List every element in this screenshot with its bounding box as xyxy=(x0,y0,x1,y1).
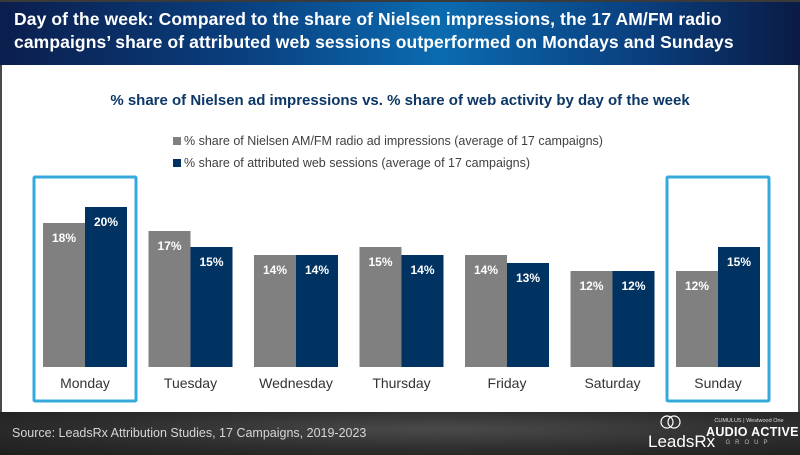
bar-web-sessions-saturday xyxy=(612,271,655,367)
bar-impressions-wednesday xyxy=(254,255,296,367)
bar-web-sessions-friday xyxy=(507,263,549,367)
slide-footer: Source: LeadsRx Attribution Studies, 17 … xyxy=(0,412,800,455)
slide-title: Day of the week: Compared to the share o… xyxy=(14,9,734,52)
legend-item-web-sessions: % share of attributed web sessions (aver… xyxy=(173,156,530,170)
data-label-impressions-monday: 18% xyxy=(52,231,76,245)
data-label-web-sessions-wednesday: 14% xyxy=(305,263,329,277)
data-label-web-sessions-monday: 20% xyxy=(94,215,118,229)
bar-web-sessions-tuesday xyxy=(190,247,233,367)
slide-header: Day of the week: Compared to the share o… xyxy=(0,0,800,65)
aag-logo-top: CUMULUS | Westwood One xyxy=(714,418,784,424)
data-label-web-sessions-friday: 13% xyxy=(516,271,540,285)
data-label-impressions-wednesday: 14% xyxy=(263,263,287,277)
bar-impressions-thursday xyxy=(359,247,402,367)
highlight-box-monday xyxy=(32,175,138,403)
legend-label-web-sessions: % share of attributed web sessions (aver… xyxy=(184,156,531,170)
leadsrx-rings-icon xyxy=(660,415,681,429)
data-label-impressions-thursday: 15% xyxy=(368,255,392,269)
category-label-sunday: Sunday xyxy=(694,375,741,391)
category-label-wednesday: Wednesday xyxy=(259,375,333,391)
bar-impressions-sunday xyxy=(676,271,718,367)
aag-logo-sub: GROUP xyxy=(725,440,773,446)
legend-swatch-gray xyxy=(173,137,181,145)
category-label-saturday: Saturday xyxy=(584,375,640,391)
data-label-impressions-sunday: 12% xyxy=(685,279,709,293)
data-label-web-sessions-thursday: 14% xyxy=(410,263,434,277)
data-label-web-sessions-sunday: 15% xyxy=(727,255,751,269)
legend-label-impressions: % share of Nielsen AM/FM radio ad impres… xyxy=(184,134,603,148)
leadsrx-wordmark: LeadsRx xyxy=(648,432,716,451)
data-label-impressions-saturday: 12% xyxy=(579,279,603,293)
category-label-friday: Friday xyxy=(488,375,527,391)
bar-impressions-saturday xyxy=(570,271,613,367)
highlight-box-sunday xyxy=(665,175,771,403)
chart-title: % share of Nielsen ad impressions vs. % … xyxy=(110,92,690,109)
aag-logo-main: AUDIO ACTIVE xyxy=(706,425,799,439)
bar-web-sessions-sunday xyxy=(718,247,760,367)
category-label-monday: Monday xyxy=(60,375,110,391)
audio-active-group-logo: CUMULUS | Westwood One AUDIO ACTIVE GROU… xyxy=(706,418,799,446)
legend-swatch-navy xyxy=(173,159,181,167)
data-label-web-sessions-saturday: 12% xyxy=(621,279,645,293)
category-label-thursday: Thursday xyxy=(372,375,430,391)
bar-web-sessions-thursday xyxy=(401,255,444,367)
source-note: Source: LeadsRx Attribution Studies, 17 … xyxy=(12,426,367,440)
bar-impressions-tuesday xyxy=(148,231,191,367)
bar-web-sessions-wednesday xyxy=(296,255,338,367)
bar-impressions-friday xyxy=(465,255,507,367)
data-label-web-sessions-tuesday: 15% xyxy=(199,255,223,269)
category-label-tuesday: Tuesday xyxy=(164,375,217,391)
bar-web-sessions-monday xyxy=(85,207,127,367)
data-label-impressions-tuesday: 17% xyxy=(157,239,181,253)
bar-impressions-monday xyxy=(43,223,85,367)
legend-item-impressions: % share of Nielsen AM/FM radio ad impres… xyxy=(173,134,603,148)
data-label-impressions-friday: 14% xyxy=(474,263,498,277)
